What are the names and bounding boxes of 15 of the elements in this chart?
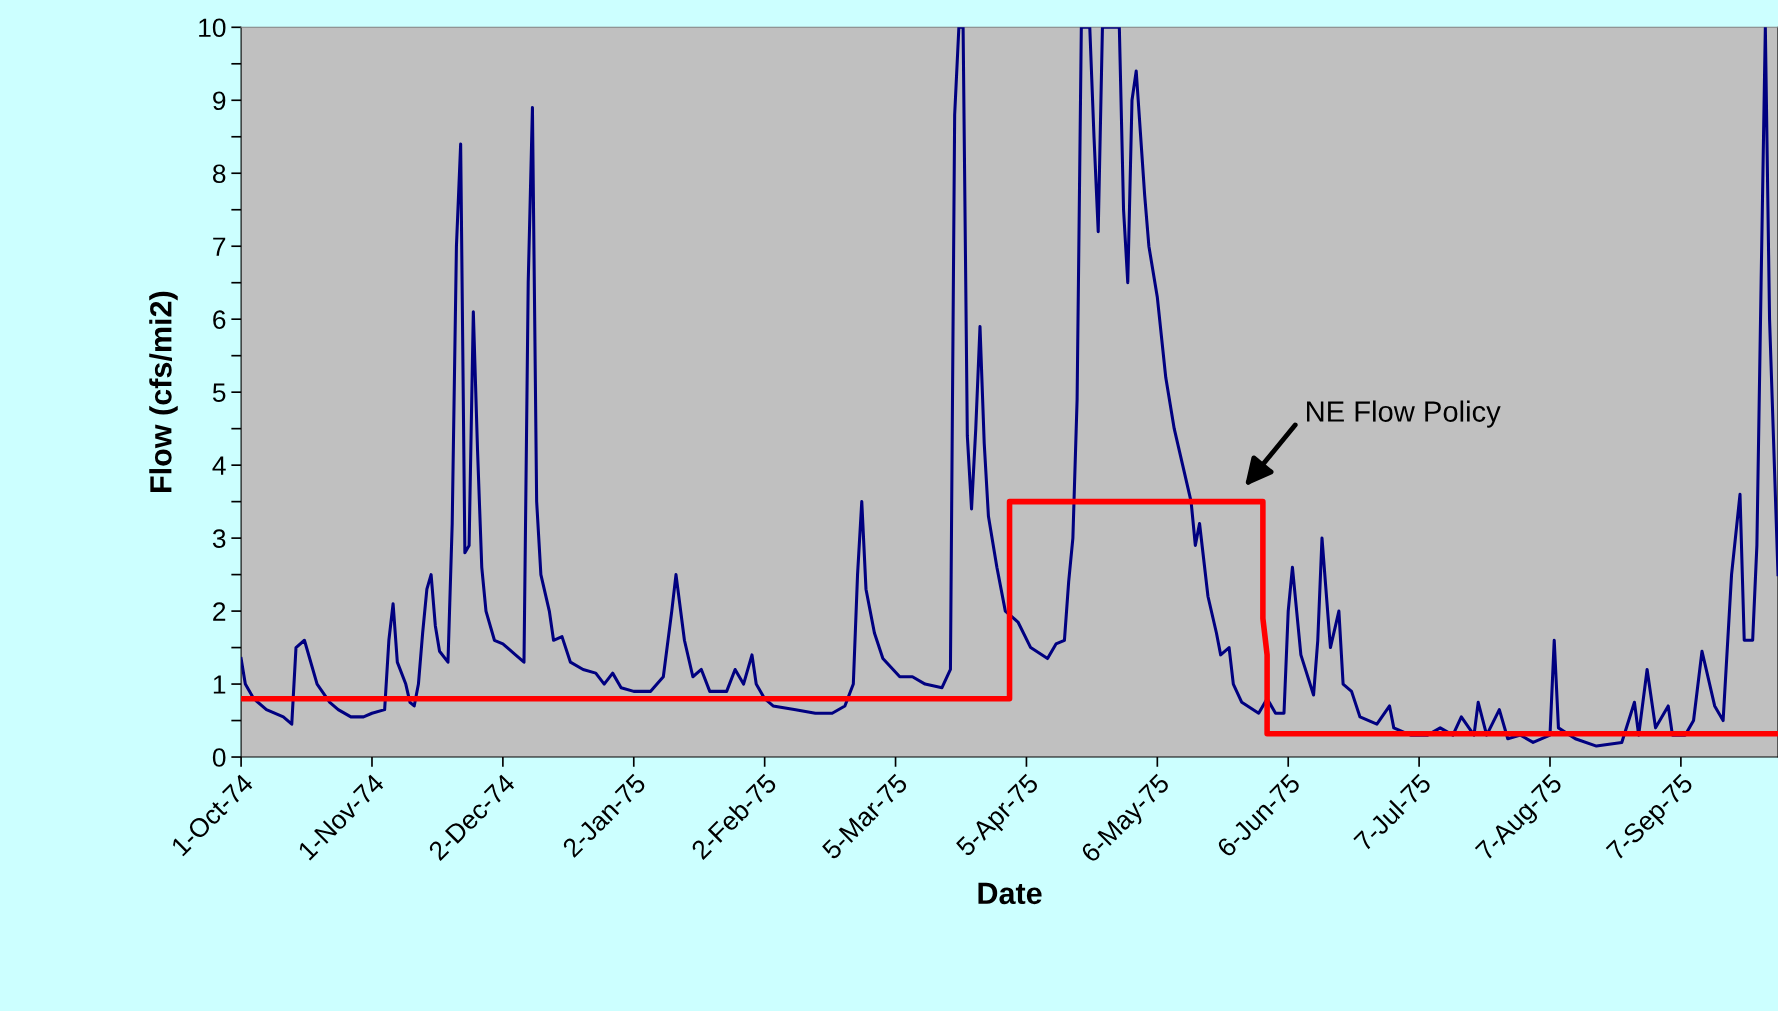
line-series [241, 27, 1778, 748]
y-tick-label: 5 [212, 383, 226, 402]
y-tick-label: 0 [212, 748, 226, 767]
y-tick-label: 8 [212, 164, 226, 184]
y-axis-title: Flow (cfs/mi2) [149, 291, 178, 492]
y-tick-label: 10 [199, 18, 226, 38]
y-tick-label: 6 [213, 310, 226, 330]
annotation: NE Flow Policy [1307, 400, 1501, 428]
y-tick-label: 9 [213, 91, 226, 111]
y-tick-label: 2 [213, 602, 226, 621]
y-tick-label: 7 [213, 237, 226, 256]
x-axis-title: Date [978, 882, 1042, 905]
y-tick-label: 4 [212, 456, 226, 475]
y-tick-label: 3 [212, 529, 226, 548]
y-tick-label: 1 [213, 675, 226, 694]
